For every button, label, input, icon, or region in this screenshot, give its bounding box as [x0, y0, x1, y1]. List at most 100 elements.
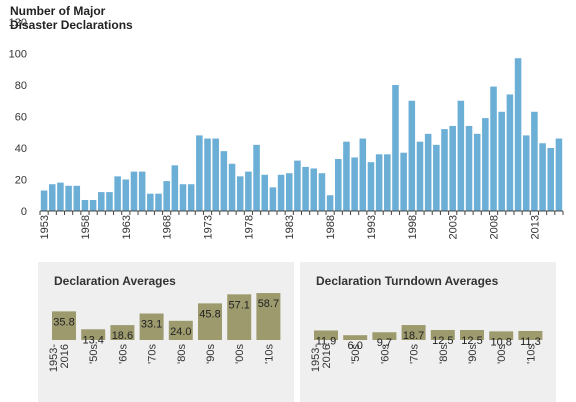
turndown-averages-background [300, 262, 556, 402]
average-value-label: 57.1 [228, 299, 249, 311]
average-category-label: '00s [496, 344, 508, 364]
main-bar [212, 138, 219, 211]
main-bar [326, 195, 334, 211]
main-bar [65, 185, 72, 211]
average-category-label: '80s [438, 344, 450, 364]
main-bar [335, 159, 342, 211]
average-category-label: '10s [525, 344, 537, 364]
main-chart-title-line-2: Disaster Declarations [10, 18, 133, 32]
average-bar [489, 331, 514, 340]
average-bar [110, 325, 135, 340]
average-category-label: '60s [117, 344, 129, 364]
main-bar [343, 141, 350, 211]
main-bar [277, 174, 285, 211]
main-bar [89, 199, 97, 211]
main-bar [130, 171, 138, 211]
main-bar [514, 58, 522, 211]
main-bar [73, 185, 81, 211]
main-bar [555, 138, 563, 211]
average-category-label: '90s [205, 344, 217, 364]
average-bar [139, 313, 164, 340]
main-bar [424, 133, 432, 211]
main-bar [384, 154, 391, 211]
main-bar [147, 193, 154, 211]
average-category-label: '90s [467, 344, 479, 364]
main-bar [482, 118, 489, 211]
average-category-label: '00s [234, 344, 246, 364]
main-bar [392, 85, 399, 211]
average-category-label: '70s [147, 344, 159, 364]
average-bar [52, 311, 76, 340]
main-bar [179, 184, 187, 211]
main-bar [285, 173, 293, 211]
main-bar [228, 163, 236, 211]
main-bar [367, 162, 375, 211]
average-category-label: '50s [350, 344, 362, 364]
average-value-label: 6.0 [348, 340, 363, 352]
average-value-label: 58.7 [258, 298, 279, 310]
main-bar [522, 135, 530, 211]
main-y-tick-label: 100 [9, 49, 27, 61]
main-bar [81, 199, 89, 211]
main-bar [498, 111, 505, 211]
average-value-label: 9.7 [377, 337, 392, 349]
main-bar [408, 100, 416, 211]
main-x-tick-label: 2008 [489, 215, 501, 239]
average-value-label: 35.8 [53, 316, 74, 328]
main-bar [187, 184, 195, 211]
main-bar-chart: 0 20 40 60 80 100 120 1953 1958 1963 1968 1973 1978… [9, 17, 564, 239]
main-chart-title: Number of Major Disaster Declarations [10, 4, 133, 32]
main-bar [163, 181, 170, 211]
main-x-tick-label: 2013 [529, 215, 541, 239]
declaration-averages-background [38, 262, 294, 402]
main-bar [269, 187, 277, 211]
main-bar [98, 192, 105, 211]
main-x-tick-label: 1973 [203, 215, 215, 239]
main-x-tick-label: 1958 [80, 215, 92, 239]
main-bar [155, 193, 162, 211]
average-bar [314, 330, 338, 340]
main-bar [310, 168, 318, 211]
main-bar [114, 176, 121, 211]
main-bar [106, 192, 113, 211]
average-category-label: 1953-2016 [310, 344, 333, 372]
main-bar [547, 148, 555, 211]
main-bar [171, 165, 179, 211]
main-bar [245, 171, 252, 211]
average-value-label: 10.8 [490, 336, 511, 348]
declaration-averages-title: Declaration Averages [54, 274, 176, 288]
average-bar [401, 325, 426, 340]
average-category-label: '10s [263, 344, 275, 364]
main-y-tick-label: 60 [15, 112, 27, 124]
turndown-averages-title: Declaration Turndown Averages [316, 274, 499, 288]
main-bar [449, 125, 456, 211]
main-bar [351, 157, 358, 211]
main-x-tick-label: 1963 [121, 215, 133, 239]
average-value-label: 12.5 [461, 335, 482, 347]
main-x-tick-label: 1993 [366, 215, 378, 239]
main-bar [506, 94, 514, 211]
main-x-tick-label: 1953 [39, 215, 51, 239]
average-category-label: '50s [88, 344, 100, 364]
main-x-tick-label: 1983 [284, 215, 296, 239]
main-x-axis: 1953 1958 1963 1968 1973 1978 1983 1988 1993 1998… [39, 211, 564, 239]
main-y-axis: 0 20 40 60 80 100 120 [9, 17, 27, 218]
main-x-tick-label: 1988 [325, 215, 337, 239]
average-bar [198, 303, 222, 340]
main-bar [302, 166, 309, 211]
main-x-tick-label: 1978 [243, 215, 255, 239]
average-bar [343, 335, 368, 340]
main-bars [40, 58, 563, 211]
main-bar [196, 135, 203, 211]
average-category-label: 1953-2016 [48, 344, 71, 372]
turndown-averages-panel: Declaration Turndown Averages 11.91953-2… [300, 262, 556, 402]
average-category-label: '70s [409, 344, 421, 364]
average-value-label: 12.5 [432, 335, 453, 347]
main-y-tick-label: 0 [21, 206, 27, 218]
main-bar [457, 100, 465, 211]
main-bar [318, 173, 326, 211]
average-bar [430, 330, 455, 340]
declaration-averages-panel: Declaration Averages 35.8 1953-2016 13.4'5… [38, 262, 294, 402]
average-bar [168, 320, 193, 340]
